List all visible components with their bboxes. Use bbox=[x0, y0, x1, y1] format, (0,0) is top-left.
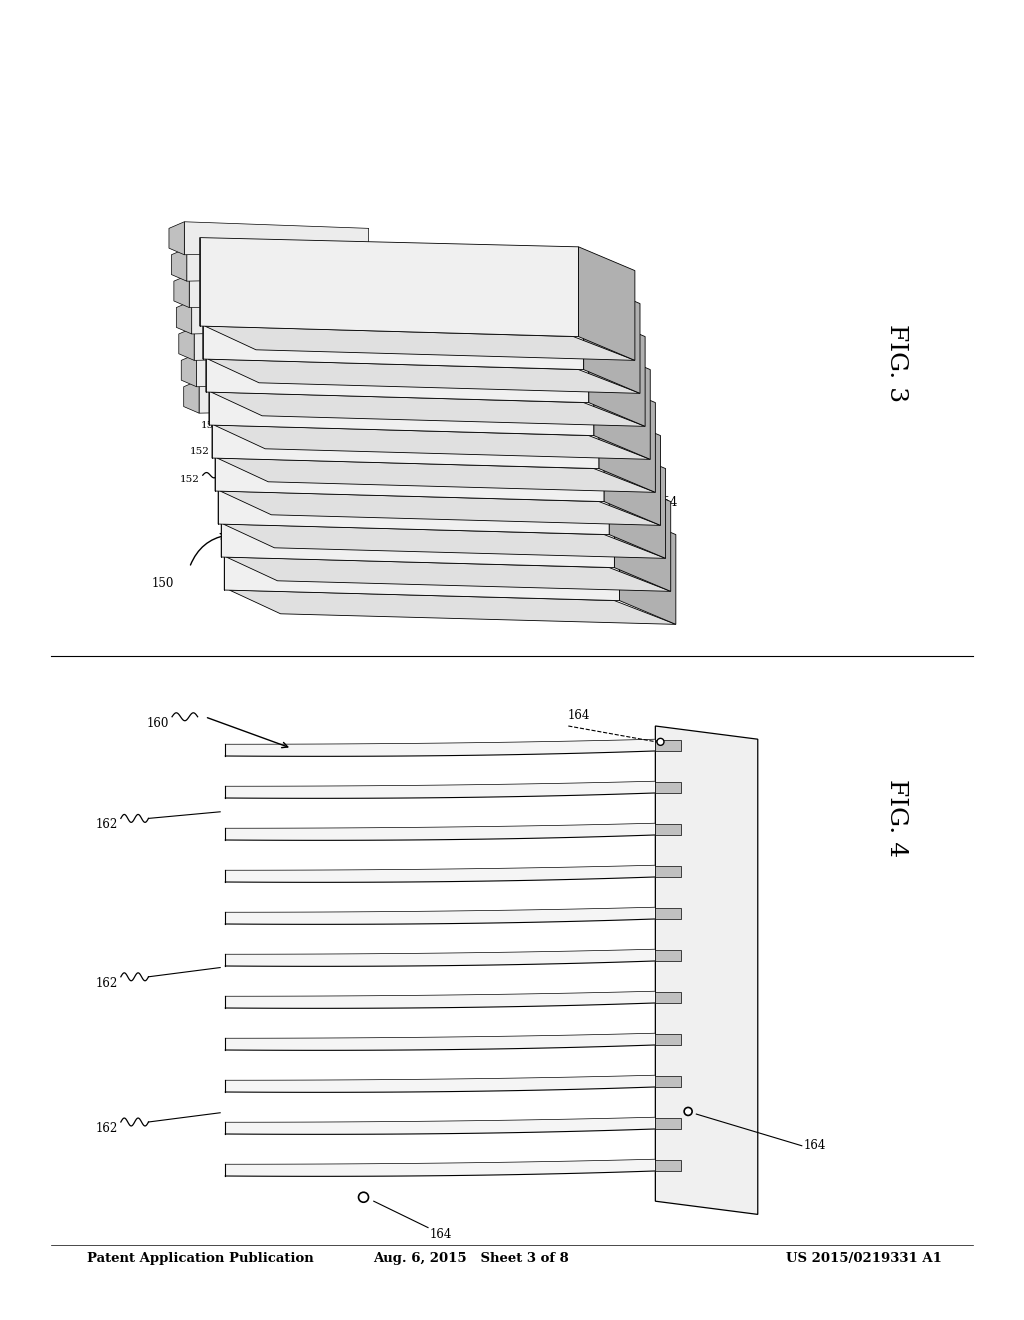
Text: 154: 154 bbox=[655, 496, 678, 510]
Polygon shape bbox=[183, 380, 199, 413]
Polygon shape bbox=[225, 1076, 655, 1093]
Text: 164: 164 bbox=[804, 1139, 826, 1152]
Polygon shape bbox=[176, 301, 191, 334]
Text: 152: 152 bbox=[210, 346, 229, 354]
Text: Patent Application Publication: Patent Application Publication bbox=[87, 1253, 313, 1265]
Text: 152: 152 bbox=[190, 447, 210, 455]
Circle shape bbox=[358, 1192, 369, 1203]
Polygon shape bbox=[226, 557, 671, 591]
Text: 162: 162 bbox=[95, 818, 118, 832]
Text: FIG. 3: FIG. 3 bbox=[885, 323, 907, 403]
Circle shape bbox=[684, 1107, 692, 1115]
Text: US 2015/0219331 A1: US 2015/0219331 A1 bbox=[786, 1253, 942, 1265]
Polygon shape bbox=[217, 458, 655, 492]
Polygon shape bbox=[655, 726, 758, 1214]
Polygon shape bbox=[655, 950, 681, 961]
Polygon shape bbox=[191, 301, 376, 334]
Polygon shape bbox=[206, 304, 589, 403]
Polygon shape bbox=[225, 739, 655, 756]
Polygon shape bbox=[229, 590, 676, 624]
Polygon shape bbox=[225, 1159, 655, 1176]
Text: 164: 164 bbox=[429, 1228, 452, 1241]
Text: 152: 152 bbox=[213, 322, 232, 330]
Text: 162: 162 bbox=[95, 1122, 118, 1135]
Text: 164: 164 bbox=[567, 709, 590, 722]
Polygon shape bbox=[655, 781, 681, 792]
Polygon shape bbox=[209, 337, 594, 436]
Circle shape bbox=[657, 738, 664, 746]
Polygon shape bbox=[223, 524, 666, 558]
Text: 160: 160 bbox=[146, 717, 169, 730]
Polygon shape bbox=[225, 824, 655, 841]
Polygon shape bbox=[169, 222, 184, 255]
Text: 162: 162 bbox=[95, 977, 118, 990]
Text: 152: 152 bbox=[204, 396, 223, 404]
Polygon shape bbox=[221, 469, 614, 568]
Polygon shape bbox=[218, 436, 609, 535]
Polygon shape bbox=[655, 1034, 681, 1044]
Text: 152: 152 bbox=[180, 475, 200, 483]
Polygon shape bbox=[197, 354, 381, 387]
Polygon shape bbox=[594, 346, 650, 459]
Text: 152: 152 bbox=[207, 371, 226, 379]
Text: 152: 152 bbox=[357, 591, 380, 605]
Polygon shape bbox=[211, 392, 645, 426]
Polygon shape bbox=[225, 949, 655, 966]
Polygon shape bbox=[205, 326, 635, 360]
Polygon shape bbox=[225, 1117, 655, 1134]
Polygon shape bbox=[179, 327, 195, 360]
Polygon shape bbox=[614, 478, 671, 591]
Polygon shape bbox=[220, 491, 660, 525]
Polygon shape bbox=[171, 248, 186, 281]
Polygon shape bbox=[224, 502, 620, 601]
Polygon shape bbox=[214, 425, 650, 459]
Polygon shape bbox=[225, 907, 655, 924]
Polygon shape bbox=[184, 222, 369, 255]
Polygon shape bbox=[655, 866, 681, 876]
Text: 152: 152 bbox=[201, 421, 220, 429]
Polygon shape bbox=[655, 824, 681, 834]
Polygon shape bbox=[604, 412, 660, 525]
Polygon shape bbox=[208, 359, 640, 393]
Polygon shape bbox=[584, 280, 640, 393]
Polygon shape bbox=[609, 445, 666, 558]
Polygon shape bbox=[225, 1034, 655, 1051]
Polygon shape bbox=[174, 275, 189, 308]
Polygon shape bbox=[225, 781, 655, 799]
Polygon shape bbox=[655, 1118, 681, 1129]
Polygon shape bbox=[189, 275, 374, 308]
Text: Aug. 6, 2015   Sheet 3 of 8: Aug. 6, 2015 Sheet 3 of 8 bbox=[373, 1253, 569, 1265]
Polygon shape bbox=[215, 403, 604, 502]
Polygon shape bbox=[200, 238, 579, 337]
Polygon shape bbox=[599, 379, 655, 492]
Text: FIG. 4: FIG. 4 bbox=[885, 779, 907, 858]
Polygon shape bbox=[655, 1160, 681, 1171]
Polygon shape bbox=[225, 991, 655, 1008]
Polygon shape bbox=[655, 993, 681, 1003]
Polygon shape bbox=[655, 908, 681, 919]
Polygon shape bbox=[517, 409, 579, 426]
Polygon shape bbox=[199, 380, 383, 413]
Polygon shape bbox=[579, 247, 635, 360]
Polygon shape bbox=[589, 313, 645, 426]
Polygon shape bbox=[212, 370, 599, 469]
Polygon shape bbox=[181, 354, 197, 387]
Polygon shape bbox=[186, 248, 371, 281]
Polygon shape bbox=[225, 865, 655, 882]
Text: 150: 150 bbox=[152, 577, 174, 590]
Polygon shape bbox=[655, 741, 681, 751]
Polygon shape bbox=[203, 271, 584, 370]
Polygon shape bbox=[655, 1076, 681, 1086]
Polygon shape bbox=[195, 327, 379, 360]
Polygon shape bbox=[620, 511, 676, 624]
